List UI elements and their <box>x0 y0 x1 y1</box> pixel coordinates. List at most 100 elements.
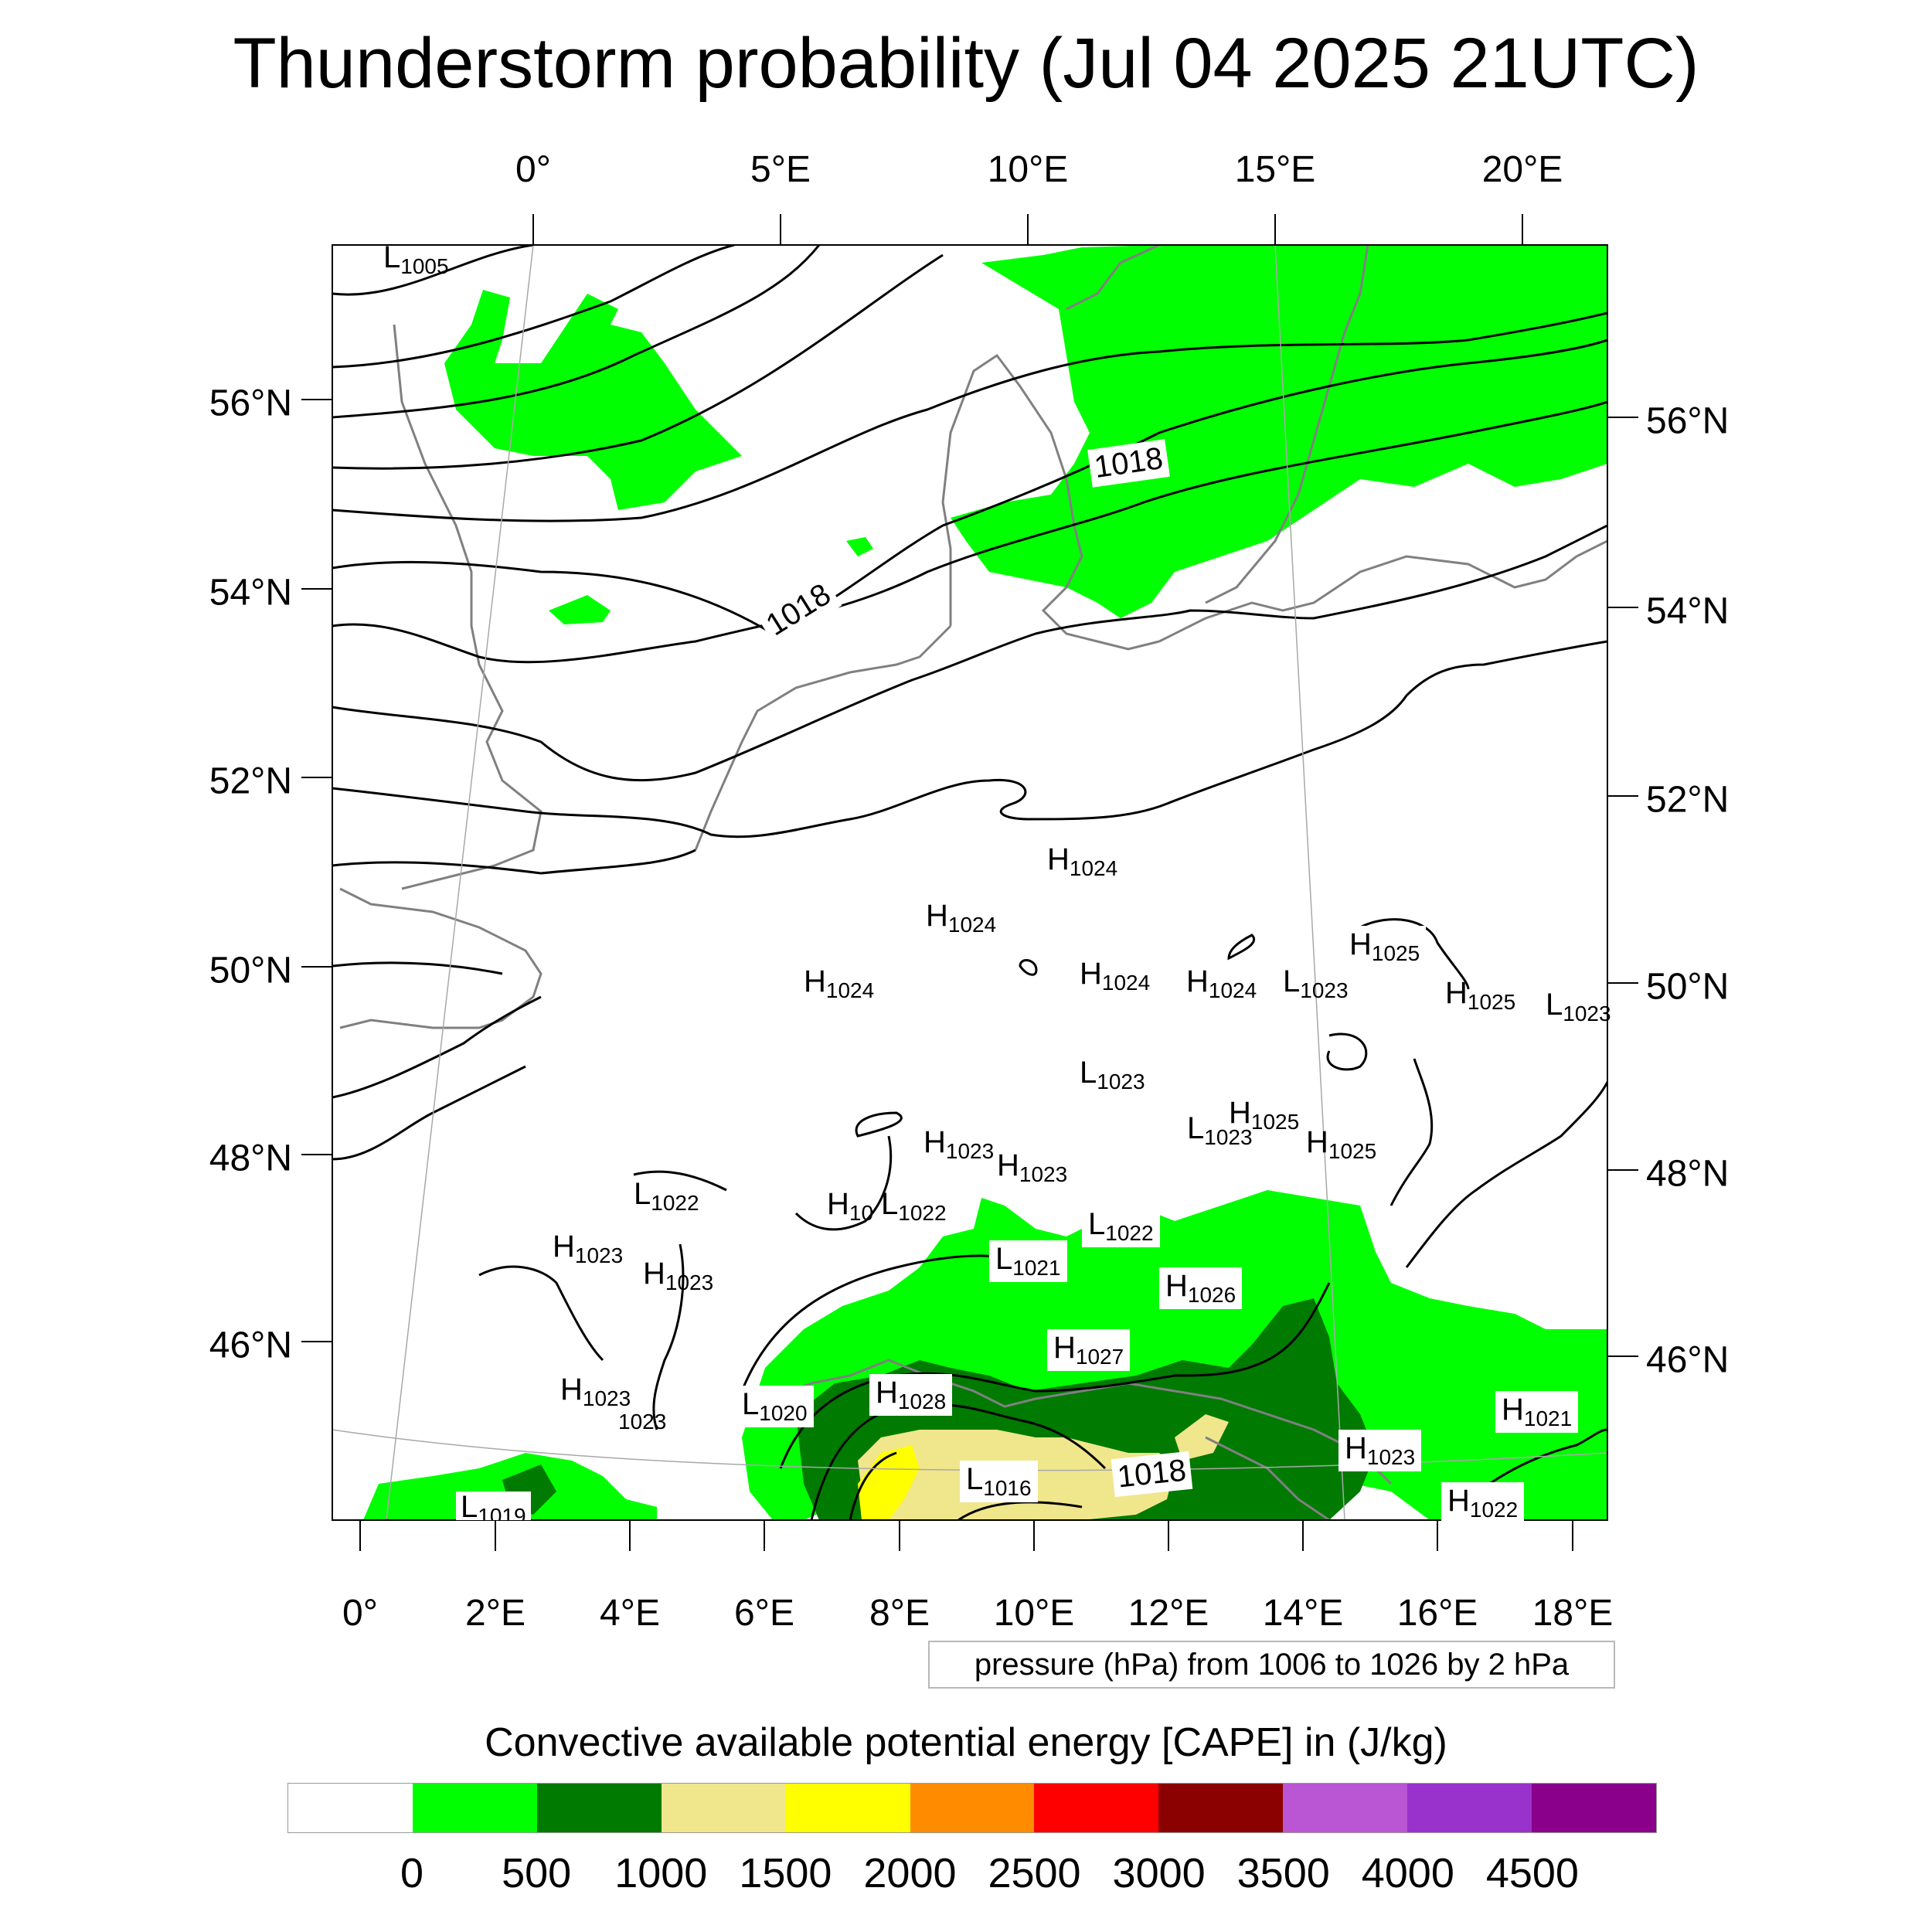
lat-label-left: 50°N <box>209 950 292 992</box>
colorbar-segment <box>412 1784 537 1832</box>
lon-label-bottom: 8°E <box>869 1593 930 1634</box>
pressure-center-label: H1026 <box>1159 1267 1243 1309</box>
pressure-center-label: H1022 <box>1441 1482 1525 1524</box>
lon-label-top: 15°E <box>1234 149 1316 190</box>
pressure-center-label: L1022 <box>881 1187 947 1225</box>
chart-title: Thunderstorm probability (Jul 04 2025 21… <box>233 24 1699 103</box>
pressure-center-label: H1025 <box>1343 926 1427 968</box>
isobar-south <box>779 1282 1331 1469</box>
colorbar-tick-label: 1500 <box>739 1850 832 1896</box>
isobar-small <box>794 1135 893 1231</box>
isobar <box>332 245 735 369</box>
colorbar-tick-label: 0 <box>400 1850 424 1896</box>
colorbar-tick-label: 3000 <box>1112 1850 1206 1896</box>
lat-label-right: 52°N <box>1646 779 1730 821</box>
isobar-1018 <box>332 338 1607 635</box>
isobar <box>332 1065 526 1161</box>
isobar <box>332 849 696 875</box>
pressure-center-label: H1025 <box>1306 1125 1377 1163</box>
pressure-center-label: H1024 <box>1080 957 1151 995</box>
colorbar-tick-label: 1000 <box>614 1850 708 1896</box>
colorbar <box>287 1783 1657 1833</box>
pressure-center-label: L1021 <box>989 1240 1067 1282</box>
lat-label-left: 46°N <box>209 1325 292 1366</box>
colorbar-segment <box>1158 1784 1284 1832</box>
coastline-sweden <box>1066 245 1160 311</box>
pressure-center-label: L1019 <box>456 1492 531 1520</box>
meridian <box>1274 244 1345 1521</box>
isobar-east <box>1389 1058 1434 1206</box>
lat-label-left: 52°N <box>209 760 292 802</box>
pressure-center-label: H1023 <box>923 1125 995 1163</box>
isobar-contour-label: 1018 <box>1111 1451 1193 1498</box>
isobar-south <box>810 1403 1107 1520</box>
pressure-center-label: H1024 <box>926 899 997 937</box>
isobar-small <box>1326 1032 1368 1071</box>
lon-label-bottom: 12°E <box>1128 1593 1209 1634</box>
isobar <box>332 311 1607 522</box>
pressure-center-label: L1023 <box>1187 1111 1253 1149</box>
isobar-small <box>633 1170 727 1192</box>
pressure-center-label: H1025 <box>1445 976 1516 1014</box>
lat-label-left: 56°N <box>209 383 292 424</box>
colorbar-segment <box>288 1784 413 1832</box>
colorbar-segment <box>536 1784 662 1832</box>
colorbar-segment <box>1034 1784 1159 1832</box>
cape-region-small <box>846 537 873 556</box>
cape-higher-po-valley <box>858 1445 920 1520</box>
lon-label-bottom: 2°E <box>465 1593 526 1634</box>
lon-label-bottom: 18°E <box>1532 1593 1614 1634</box>
pressure-center-label: H1024 <box>1047 842 1118 880</box>
colorbar-tick-label: 4000 <box>1361 1850 1454 1896</box>
coastline-france-north <box>339 887 543 1029</box>
pressure-center-label: L1022 <box>1082 1206 1160 1247</box>
isobar-small <box>1019 959 1038 976</box>
coastline-netherlands <box>694 624 952 851</box>
tick-marks <box>301 214 1638 1551</box>
isobar-small <box>1227 934 1255 961</box>
coastline-adriatic <box>1205 1436 1330 1520</box>
isobar-east <box>1405 1081 1607 1268</box>
isobar <box>332 524 1607 782</box>
pressure-center-label: H1023 <box>560 1372 631 1410</box>
lat-label-right: 46°N <box>1646 1339 1730 1381</box>
coastline-jutland <box>941 353 1160 651</box>
lon-label-bottom: 16°E <box>1396 1593 1478 1634</box>
pressure-center-label: H1024 <box>1186 964 1257 1002</box>
colorbar-tick-label: 4500 <box>1485 1850 1579 1896</box>
isobar-south <box>957 1501 1083 1520</box>
pressure-center-label: L1022 <box>634 1177 699 1215</box>
cape-region-dunes <box>549 595 611 624</box>
cape-field-layer <box>363 245 1607 1520</box>
map-frame <box>332 244 1608 1521</box>
isobar <box>332 245 821 419</box>
pressure-center-label: H1025 <box>1229 1096 1300 1134</box>
lat-label-right: 50°N <box>1646 966 1730 1008</box>
coastline-sweden-east <box>1205 245 1369 604</box>
isobar <box>332 961 503 975</box>
lat-label-right: 48°N <box>1646 1153 1730 1195</box>
isobar-south <box>849 1451 897 1520</box>
colorbar-segment <box>1283 1784 1408 1832</box>
lat-label-right: 54°N <box>1646 590 1730 632</box>
colorbar-tick-label: 2000 <box>863 1850 957 1896</box>
lon-label-bottom: 14°E <box>1262 1593 1344 1634</box>
pressure-info-box: pressure (hPa) from 1006 to 1026 by 2 hP… <box>928 1641 1615 1689</box>
pressure-center-label: L1005 <box>383 240 449 278</box>
isobar <box>332 995 542 1099</box>
pressure-center-label: L1023 <box>1546 988 1611 1026</box>
isobar-small <box>652 1243 685 1430</box>
cape-region-denmark-sweden <box>951 245 1607 618</box>
colorbar-title: Convective available potential energy [C… <box>485 1720 1447 1765</box>
colorbar-segment <box>661 1784 786 1832</box>
isobar-small <box>1359 918 1470 990</box>
colorbar-segment <box>1532 1784 1656 1832</box>
isobar-layer <box>332 245 1607 1520</box>
coastline-britain-east <box>393 324 543 890</box>
pressure-center-label: H1023 <box>553 1230 624 1267</box>
lon-label-top: 5°E <box>750 149 811 190</box>
pressure-center-label: L1023 <box>1283 964 1349 1002</box>
lat-label-left: 54°N <box>209 572 292 614</box>
pressure-center-label: 1023 <box>618 1410 667 1434</box>
lon-label-top: 20°E <box>1481 149 1563 190</box>
